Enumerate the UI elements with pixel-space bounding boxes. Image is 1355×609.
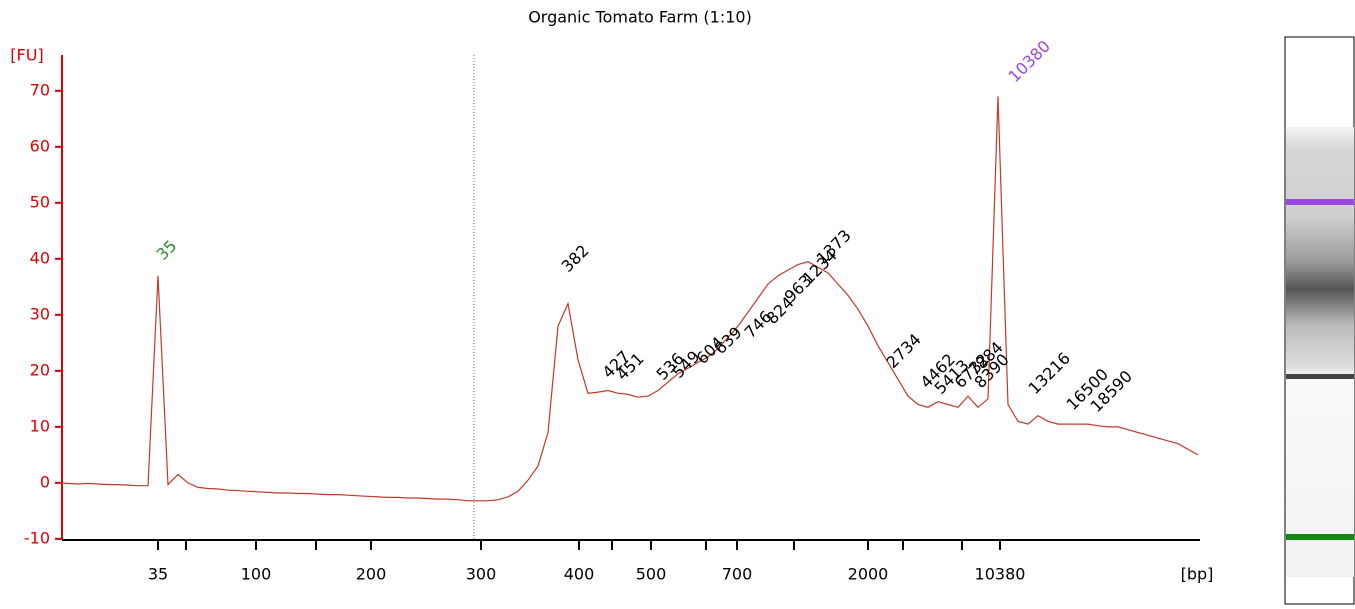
y-tick-label: 60 <box>30 136 50 155</box>
y-tick-label: 20 <box>30 360 50 379</box>
y-tick-label: 30 <box>30 304 50 323</box>
y-tick-label: 40 <box>30 248 50 267</box>
peak-label: 35 <box>153 236 181 264</box>
x-tick-label: 10380 <box>975 565 1026 584</box>
x-tick-label: 700 <box>722 565 753 584</box>
peak-label: 2734 <box>883 330 925 372</box>
x-tick-label: 35 <box>148 565 168 584</box>
x-tick-label: 400 <box>564 565 595 584</box>
x-tick-label: 500 <box>636 565 667 584</box>
x-axis-label: [bp] <box>1181 565 1214 584</box>
y-tick-label: 0 <box>40 472 50 491</box>
peak-label: 382 <box>558 241 593 276</box>
y-tick-label: 10 <box>30 416 50 435</box>
y-tick-label: -10 <box>24 528 50 547</box>
x-tick-label: 100 <box>241 565 272 584</box>
y-axis-label: [FU] <box>10 46 43 65</box>
x-tick-label: 200 <box>356 565 387 584</box>
gel-lane <box>1284 36 1355 605</box>
trace <box>57 96 1199 502</box>
chart-title: Organic Tomato Farm (1:10) <box>528 8 752 27</box>
x-tick-label: 300 <box>466 565 497 584</box>
x-tick-label: 2000 <box>848 565 889 584</box>
y-tick-label: 70 <box>30 80 50 99</box>
peak-label: 13216 <box>1025 349 1074 398</box>
peak-label: 10380 <box>1005 37 1054 86</box>
y-tick-label: 50 <box>30 192 50 211</box>
